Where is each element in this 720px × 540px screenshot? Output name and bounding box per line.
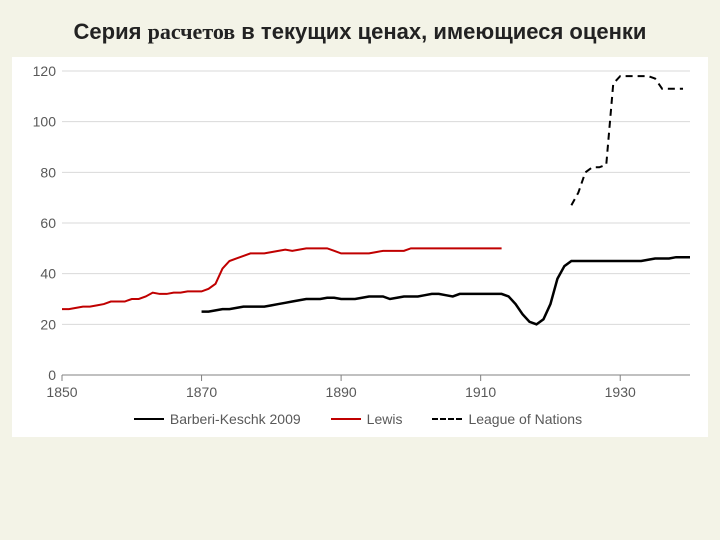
legend-label: Lewis bbox=[367, 411, 403, 427]
x-tick-label: 1930 bbox=[605, 384, 636, 400]
x-tick-label: 1850 bbox=[46, 384, 77, 400]
y-tick-label: 120 bbox=[33, 63, 57, 79]
legend-item: Barberi-Keschk 2009 bbox=[134, 411, 301, 427]
legend-label: League of Nations bbox=[468, 411, 582, 427]
legend-item: Lewis bbox=[331, 411, 403, 427]
chart-legend: Barberi-Keschk 2009 Lewis League of Nation… bbox=[18, 403, 698, 431]
x-tick-label: 1870 bbox=[186, 384, 217, 400]
line-chart: 0 20 40 60 80 100 120 1850 1870 1890 1910 1930 bbox=[18, 63, 702, 403]
series-league-of-nations bbox=[571, 76, 683, 205]
series-lewis bbox=[62, 248, 502, 309]
series-barberi-keschk-2009 bbox=[202, 257, 690, 324]
y-tick-label: 20 bbox=[40, 316, 56, 332]
title-part-3: в текущих ценах, имеющиеся оценки bbox=[235, 19, 646, 44]
legend-label: Barberi-Keschk 2009 bbox=[170, 411, 301, 427]
y-tick-label: 40 bbox=[40, 265, 56, 281]
x-tick-label: 1890 bbox=[326, 384, 357, 400]
title-serif-part: расчетов bbox=[148, 19, 236, 44]
y-tick-label: 0 bbox=[48, 367, 56, 383]
title-part-1: Серия bbox=[74, 19, 148, 44]
y-tick-label: 100 bbox=[33, 113, 57, 129]
legend-item: League of Nations bbox=[432, 411, 582, 427]
legend-swatch bbox=[432, 418, 462, 420]
legend-swatch bbox=[134, 418, 164, 420]
chart-container: 0 20 40 60 80 100 120 1850 1870 1890 1910 1930 Barb… bbox=[12, 57, 708, 437]
chart-title: Серия расчетов в текущих ценах, имеющиес… bbox=[0, 0, 720, 53]
y-tick-label: 60 bbox=[40, 215, 56, 231]
x-tick-label: 1910 bbox=[465, 384, 496, 400]
y-tick-label: 80 bbox=[40, 164, 56, 180]
legend-swatch bbox=[331, 418, 361, 420]
